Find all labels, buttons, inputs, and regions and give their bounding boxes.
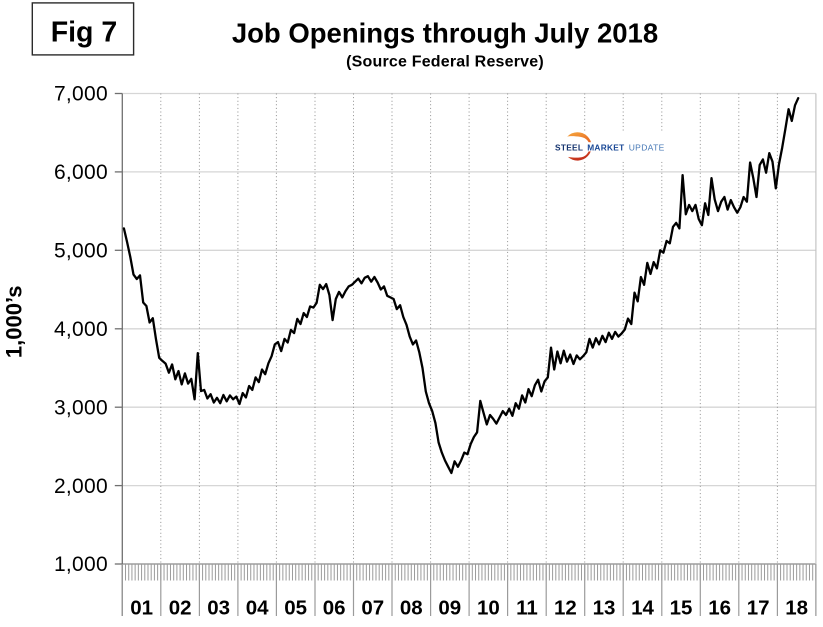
svg-text:10: 10: [477, 597, 500, 620]
svg-text:03: 03: [207, 597, 230, 620]
svg-text:7,000: 7,000: [54, 83, 108, 106]
svg-text:13: 13: [593, 597, 616, 620]
svg-text:06: 06: [323, 597, 346, 620]
svg-text:04: 04: [246, 597, 269, 620]
svg-text:Fig 7: Fig 7: [51, 16, 118, 48]
svg-text:Job Openings through July 2018: Job Openings through July 2018: [232, 17, 658, 48]
svg-text:5,000: 5,000: [54, 240, 108, 263]
svg-text:3,000: 3,000: [54, 396, 108, 419]
svg-text:16: 16: [708, 597, 731, 620]
svg-text:05: 05: [284, 597, 307, 620]
svg-text:MARKET: MARKET: [587, 142, 624, 152]
svg-text:09: 09: [438, 597, 461, 620]
svg-text:4,000: 4,000: [54, 318, 108, 341]
svg-text:UPDATE: UPDATE: [629, 142, 665, 152]
svg-text:STEEL: STEEL: [555, 142, 583, 152]
svg-text:15: 15: [670, 597, 693, 620]
svg-text:14: 14: [631, 597, 654, 620]
svg-text:08: 08: [400, 597, 423, 620]
svg-text:1,000’s: 1,000’s: [2, 286, 27, 359]
svg-text:11: 11: [516, 597, 538, 620]
svg-text:02: 02: [169, 597, 192, 620]
svg-text:12: 12: [554, 597, 577, 620]
svg-text:17: 17: [747, 597, 770, 620]
svg-text:18: 18: [785, 597, 808, 620]
svg-text:07: 07: [361, 597, 384, 620]
svg-text:1,000: 1,000: [54, 553, 108, 576]
svg-text:2,000: 2,000: [54, 475, 108, 498]
svg-text:(Source Federal Reserve): (Source Federal Reserve): [346, 54, 544, 71]
svg-text:01: 01: [130, 597, 153, 620]
svg-text:6,000: 6,000: [54, 161, 108, 184]
